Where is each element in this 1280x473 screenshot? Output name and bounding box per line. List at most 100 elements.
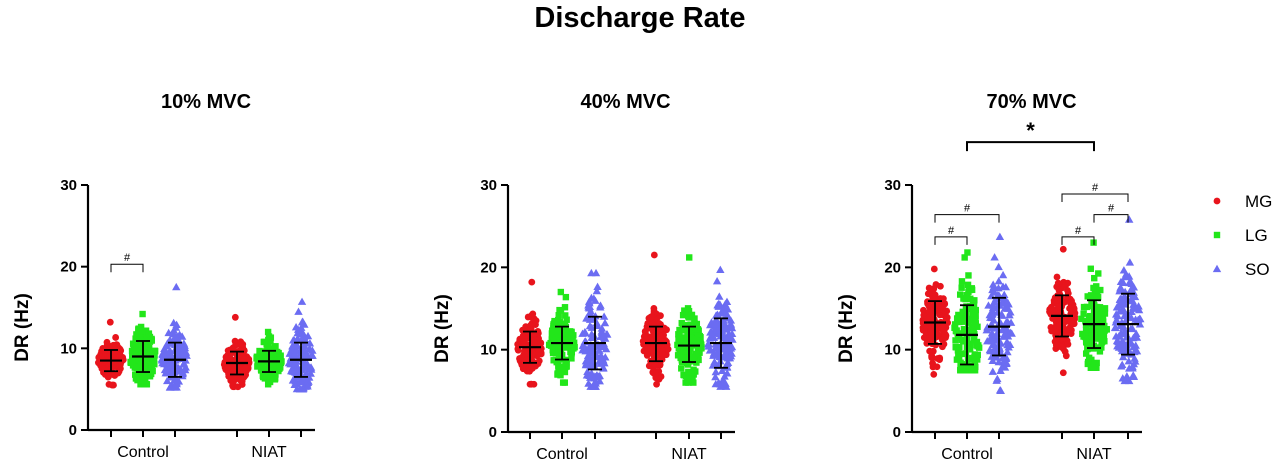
y-axis-label: DR (Hz) <box>12 293 33 362</box>
data-point <box>655 320 663 327</box>
data-point <box>1115 307 1124 315</box>
data-point <box>937 304 945 311</box>
panel-title: 70% MVC <box>986 91 1076 113</box>
data-point <box>264 381 272 388</box>
data-point <box>930 370 938 378</box>
data-point <box>174 377 184 385</box>
data-point <box>990 253 999 261</box>
data-points-SO-Control <box>578 268 612 390</box>
data-point <box>106 318 114 326</box>
data-point <box>1090 364 1097 371</box>
data-point <box>304 377 313 385</box>
data-point <box>548 330 556 337</box>
data-point <box>988 280 998 288</box>
data-point <box>988 340 997 348</box>
data-point <box>953 356 961 363</box>
data-point <box>141 350 149 357</box>
y-axis-label: DR (Hz) <box>836 294 857 363</box>
data-point <box>585 321 595 330</box>
data-point <box>934 355 942 362</box>
x-category-label: NIAT <box>1076 446 1111 463</box>
data-point <box>560 365 567 372</box>
data-point <box>989 347 999 355</box>
data-point <box>229 383 237 391</box>
data-point <box>172 320 181 328</box>
legend-marker-so <box>1212 264 1222 273</box>
data-point <box>242 365 249 372</box>
data-point <box>958 278 966 285</box>
data-point <box>1119 352 1128 361</box>
legend-label-mg: MG <box>1245 192 1272 211</box>
data-point <box>301 358 310 366</box>
data-point <box>684 305 692 312</box>
data-point <box>584 379 593 387</box>
y-tick-label: 0 <box>69 422 77 439</box>
data-point <box>550 325 557 332</box>
data-point <box>652 362 660 369</box>
data-point <box>1091 286 1099 293</box>
data-point <box>723 358 733 367</box>
data-point <box>1097 286 1104 294</box>
data-point <box>267 354 274 362</box>
data-point <box>1124 356 1133 365</box>
data-point <box>650 307 658 315</box>
data-point <box>971 361 979 368</box>
data-point <box>236 366 244 374</box>
data-point <box>716 382 725 390</box>
data-point <box>969 299 977 306</box>
data-point <box>993 374 1002 383</box>
data-point <box>265 346 272 353</box>
data-point <box>550 335 557 342</box>
data-point <box>936 282 944 290</box>
data-point <box>563 316 570 323</box>
data-point <box>969 367 976 374</box>
data-points-MG-NIAT <box>1046 245 1079 377</box>
data-point <box>133 363 141 371</box>
data-point <box>696 349 703 356</box>
data-point <box>146 333 154 341</box>
data-point <box>1132 329 1141 338</box>
data-point <box>1094 335 1102 342</box>
data-point <box>1112 336 1122 345</box>
data-point <box>524 313 532 321</box>
data-point <box>693 320 701 328</box>
data-point <box>1062 317 1070 325</box>
data-point <box>149 367 156 375</box>
data-point <box>694 332 701 339</box>
data-point <box>557 307 565 314</box>
data-point <box>136 349 143 357</box>
data-point <box>966 286 973 294</box>
data-point <box>725 321 734 330</box>
data-point <box>174 343 183 352</box>
data-point <box>587 330 596 338</box>
data-point <box>143 354 150 361</box>
data-point <box>585 302 595 310</box>
data-point <box>596 301 605 309</box>
data-point <box>988 367 997 375</box>
data-point <box>711 367 721 376</box>
data-point <box>1050 297 1058 305</box>
y-tick-label: 10 <box>884 342 901 359</box>
data-point <box>290 349 299 357</box>
data-point <box>271 345 279 353</box>
data-point <box>1084 293 1091 300</box>
data-point <box>554 320 562 327</box>
data-point <box>943 314 951 322</box>
data-point <box>681 307 688 314</box>
significance-bracket <box>966 141 1095 152</box>
x-category-label: NIAT <box>671 446 706 463</box>
data-point <box>677 347 684 355</box>
data-point <box>561 304 569 311</box>
data-points-MG-NIAT <box>639 251 672 388</box>
data-point <box>1113 311 1122 320</box>
data-point <box>990 288 999 296</box>
data-point <box>705 346 715 354</box>
data-point <box>133 331 140 338</box>
data-point <box>143 371 151 378</box>
data-point <box>132 351 139 358</box>
data-point <box>528 363 536 371</box>
data-point <box>599 331 608 339</box>
data-point <box>294 307 303 315</box>
data-point <box>1007 329 1016 337</box>
data-point <box>1061 348 1069 356</box>
